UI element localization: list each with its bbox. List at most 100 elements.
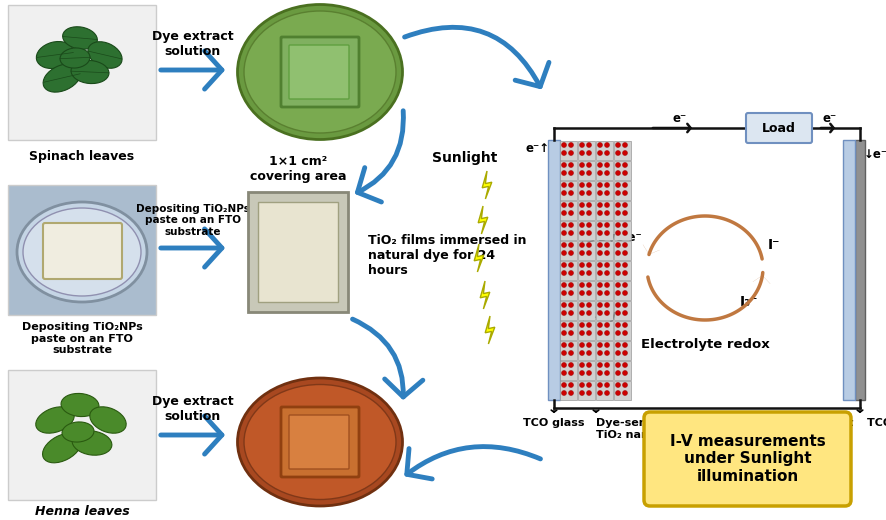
Text: TiO₂ films immersed in
natural dye for 24
hours: TiO₂ films immersed in natural dye for 2… (368, 233, 526, 277)
Circle shape (587, 270, 592, 276)
FancyBboxPatch shape (281, 407, 359, 477)
Bar (579, 360, 595, 380)
Circle shape (623, 331, 627, 335)
Circle shape (562, 183, 566, 188)
Circle shape (597, 391, 602, 396)
Text: Sunlight: Sunlight (431, 151, 497, 165)
Circle shape (604, 310, 610, 316)
Circle shape (604, 242, 610, 248)
Circle shape (569, 331, 573, 335)
Bar (561, 320, 578, 340)
Circle shape (587, 171, 592, 175)
Bar (615, 140, 632, 160)
Circle shape (587, 150, 592, 155)
Ellipse shape (72, 431, 112, 455)
Ellipse shape (63, 27, 97, 49)
Circle shape (597, 251, 602, 255)
Circle shape (587, 183, 592, 188)
Circle shape (579, 211, 585, 215)
Circle shape (616, 270, 620, 276)
Circle shape (579, 230, 585, 236)
Text: e⁻: e⁻ (823, 112, 837, 125)
Bar (561, 341, 578, 359)
Ellipse shape (36, 42, 74, 69)
Circle shape (569, 223, 573, 228)
Text: Depositing TiO₂NPs
paste on an FTO
substrate: Depositing TiO₂NPs paste on an FTO subst… (136, 204, 250, 237)
Circle shape (587, 142, 592, 148)
Circle shape (579, 242, 585, 248)
Circle shape (616, 322, 620, 328)
Circle shape (562, 350, 566, 356)
Circle shape (616, 350, 620, 356)
Circle shape (579, 162, 585, 167)
Bar (596, 301, 613, 319)
Circle shape (604, 270, 610, 276)
Polygon shape (474, 244, 484, 272)
Circle shape (597, 183, 602, 188)
Circle shape (604, 391, 610, 396)
Text: I-V measurements
under Sunlight
illumination: I-V measurements under Sunlight illumina… (670, 434, 826, 484)
Circle shape (604, 331, 610, 335)
Text: ↓e⁻: ↓e⁻ (864, 149, 886, 162)
Circle shape (604, 190, 610, 196)
Circle shape (616, 383, 620, 387)
Bar (615, 220, 632, 240)
Circle shape (562, 230, 566, 236)
Circle shape (579, 291, 585, 295)
Circle shape (604, 303, 610, 307)
Circle shape (569, 383, 573, 387)
Circle shape (579, 310, 585, 316)
Circle shape (616, 331, 620, 335)
Circle shape (616, 282, 620, 288)
Circle shape (587, 370, 592, 375)
Circle shape (597, 223, 602, 228)
Circle shape (579, 150, 585, 155)
Bar (596, 240, 613, 259)
Circle shape (623, 263, 627, 267)
Bar (615, 201, 632, 219)
Circle shape (623, 242, 627, 248)
Circle shape (562, 331, 566, 335)
Circle shape (623, 171, 627, 175)
Circle shape (604, 383, 610, 387)
Circle shape (579, 383, 585, 387)
Circle shape (604, 171, 610, 175)
Circle shape (562, 282, 566, 288)
Ellipse shape (61, 394, 99, 417)
Circle shape (569, 190, 573, 196)
Text: Depositing TiO₂NPs
paste on an FTO
substrate: Depositing TiO₂NPs paste on an FTO subst… (21, 322, 143, 355)
Ellipse shape (43, 433, 82, 463)
Circle shape (623, 183, 627, 188)
Circle shape (562, 310, 566, 316)
Circle shape (579, 343, 585, 347)
Circle shape (562, 383, 566, 387)
Bar (579, 140, 595, 160)
Circle shape (562, 391, 566, 396)
Circle shape (579, 270, 585, 276)
Circle shape (616, 230, 620, 236)
Circle shape (604, 223, 610, 228)
Ellipse shape (89, 407, 126, 433)
FancyBboxPatch shape (8, 185, 156, 315)
Circle shape (604, 202, 610, 207)
Circle shape (587, 230, 592, 236)
Circle shape (623, 343, 627, 347)
Circle shape (623, 202, 627, 207)
Circle shape (623, 362, 627, 368)
Bar (579, 201, 595, 219)
Circle shape (562, 150, 566, 155)
Bar (561, 201, 578, 219)
Circle shape (604, 230, 610, 236)
Ellipse shape (237, 378, 402, 506)
FancyBboxPatch shape (289, 45, 349, 99)
Text: Dye extract
solution: Dye extract solution (152, 395, 234, 423)
Circle shape (604, 350, 610, 356)
Circle shape (623, 291, 627, 295)
Circle shape (587, 310, 592, 316)
Bar (596, 280, 613, 300)
Text: Henna leaves: Henna leaves (35, 505, 129, 518)
Circle shape (623, 370, 627, 375)
Circle shape (579, 331, 585, 335)
FancyBboxPatch shape (644, 412, 851, 506)
Circle shape (623, 223, 627, 228)
